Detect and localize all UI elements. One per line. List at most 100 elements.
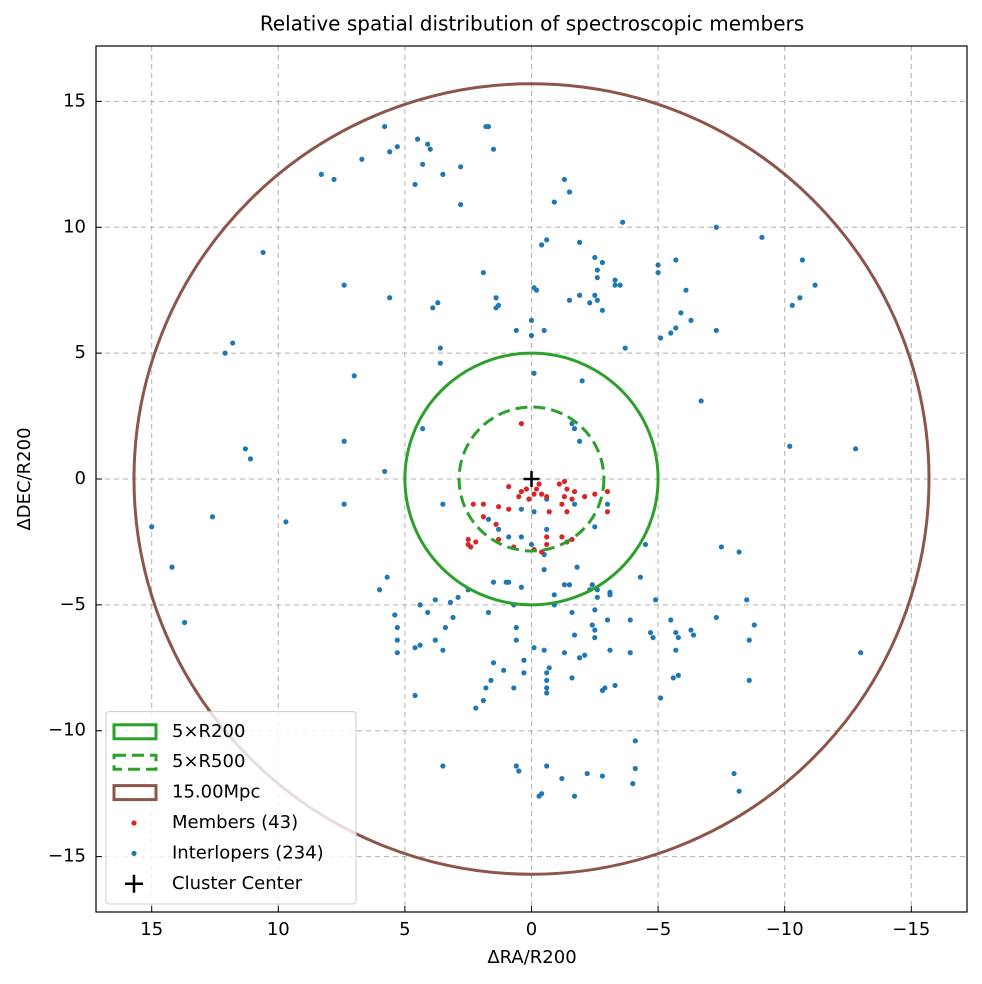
point bbox=[376, 587, 383, 593]
point bbox=[566, 189, 573, 195]
point bbox=[387, 295, 393, 301]
point bbox=[480, 697, 486, 704]
point bbox=[655, 262, 661, 268]
point bbox=[394, 637, 400, 643]
point bbox=[642, 541, 649, 548]
point bbox=[673, 647, 679, 653]
point bbox=[521, 657, 527, 663]
point bbox=[394, 650, 400, 656]
point bbox=[169, 564, 175, 570]
point bbox=[559, 501, 565, 507]
point bbox=[718, 544, 724, 550]
point bbox=[544, 670, 550, 676]
point bbox=[592, 607, 598, 613]
y-tick-label: −5 bbox=[59, 594, 86, 615]
point bbox=[630, 781, 636, 787]
point bbox=[495, 526, 502, 532]
point bbox=[566, 582, 573, 588]
plot-frame bbox=[95, 45, 968, 913]
y-tick-label: 10 bbox=[63, 216, 86, 237]
point bbox=[622, 345, 628, 351]
point bbox=[604, 509, 611, 515]
y-tick-label: −10 bbox=[48, 720, 86, 741]
point bbox=[569, 675, 575, 681]
point bbox=[569, 609, 575, 616]
point bbox=[483, 685, 489, 691]
point bbox=[594, 267, 600, 273]
point bbox=[736, 788, 742, 794]
point bbox=[468, 544, 474, 550]
point bbox=[690, 632, 697, 638]
point bbox=[592, 627, 598, 633]
point bbox=[751, 622, 757, 628]
point bbox=[414, 136, 421, 142]
point bbox=[442, 624, 449, 631]
point bbox=[604, 501, 611, 507]
point bbox=[495, 504, 502, 510]
y-axis-label: ΔDEC/R200 bbox=[14, 427, 35, 530]
point bbox=[604, 488, 611, 495]
point bbox=[382, 468, 388, 475]
point bbox=[412, 692, 418, 699]
point bbox=[673, 629, 679, 636]
point bbox=[599, 259, 605, 266]
point bbox=[531, 645, 537, 651]
point bbox=[437, 360, 443, 366]
point bbox=[713, 327, 719, 334]
point bbox=[577, 438, 583, 444]
point bbox=[698, 398, 704, 404]
point bbox=[688, 317, 694, 324]
point bbox=[544, 763, 550, 769]
point bbox=[544, 494, 550, 500]
point bbox=[516, 494, 522, 500]
x-tick-label: −10 bbox=[766, 919, 804, 940]
point bbox=[359, 156, 365, 162]
point bbox=[536, 481, 542, 487]
point bbox=[658, 335, 664, 341]
point bbox=[533, 486, 540, 492]
legend-label: Cluster Center bbox=[172, 873, 303, 894]
point bbox=[559, 534, 565, 540]
point bbox=[485, 123, 492, 130]
point bbox=[561, 176, 568, 183]
point bbox=[617, 282, 623, 288]
point bbox=[599, 687, 605, 694]
point bbox=[571, 632, 578, 638]
point bbox=[242, 446, 248, 452]
point bbox=[647, 629, 654, 636]
point bbox=[612, 277, 618, 283]
legend-swatch bbox=[131, 850, 137, 857]
point bbox=[736, 549, 742, 555]
point bbox=[382, 123, 388, 130]
point bbox=[518, 534, 524, 540]
point bbox=[149, 524, 155, 530]
point bbox=[518, 584, 524, 590]
x-tick-label: 15 bbox=[140, 919, 163, 940]
point bbox=[589, 622, 595, 628]
legend-label: Members (43) bbox=[172, 812, 298, 833]
point bbox=[222, 350, 228, 356]
point bbox=[539, 791, 545, 797]
x-tick-label: 0 bbox=[526, 919, 537, 940]
point bbox=[627, 650, 633, 656]
point bbox=[351, 373, 357, 379]
x-tick-label: −5 bbox=[645, 919, 672, 940]
legend-box bbox=[105, 711, 357, 905]
point bbox=[521, 670, 527, 676]
point bbox=[458, 201, 464, 208]
point bbox=[571, 501, 578, 507]
radius-circle bbox=[457, 405, 606, 553]
point bbox=[341, 282, 347, 288]
point bbox=[516, 768, 522, 774]
legend-swatch bbox=[112, 753, 158, 771]
point bbox=[506, 506, 512, 512]
y-tick-label: 15 bbox=[63, 90, 86, 111]
point bbox=[571, 488, 578, 495]
point bbox=[599, 773, 605, 779]
point bbox=[612, 682, 618, 689]
point bbox=[455, 594, 461, 600]
point bbox=[394, 144, 400, 150]
point bbox=[528, 332, 535, 339]
point bbox=[523, 486, 530, 492]
point bbox=[594, 275, 600, 281]
